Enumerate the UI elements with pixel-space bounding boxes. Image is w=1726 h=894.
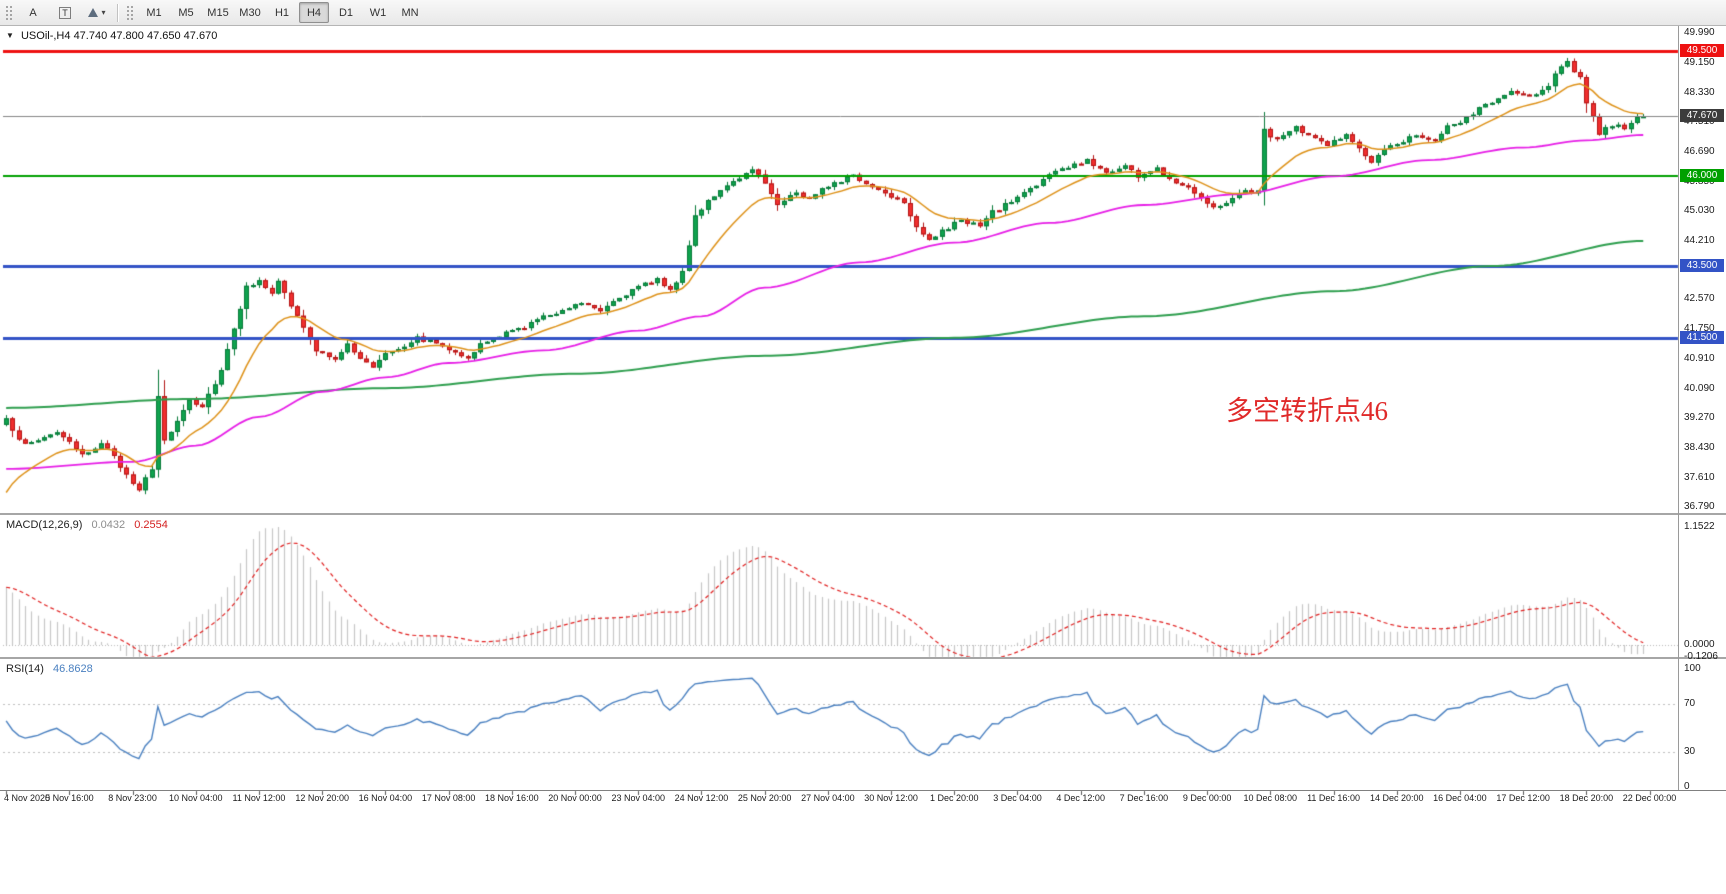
chart-symbol-timeframe: USOil-,H4 [20,30,71,42]
chart-title: ▼ USOil-,H4 47.740 47.800 47.650 47.670 [6,30,217,42]
timeframe-button-mn[interactable]: MN [401,6,419,19]
rsi-indicator-label: RSI(14) 46.8628 [6,663,93,675]
timeframe-button-m30[interactable]: M30 [239,6,261,19]
macd-label-text: MACD(12,26,9) [6,519,83,531]
time-axis-border [0,790,1726,791]
text-box-tool-button[interactable]: T [50,2,80,23]
chart-ohlc-values: 47.740 47.800 47.650 47.670 [73,30,218,42]
toolbar-separator [117,3,119,22]
macd-signal-value: 0.2554 [134,519,168,531]
panel-separator[interactable] [0,657,1726,659]
chevron-down-icon: ▾ [101,8,106,17]
macd-indicator-label: MACD(12,26,9) 0.0432 0.2554 [6,519,168,531]
timeframe-button-m5[interactable]: M5 [178,6,194,19]
timeframe-button-m1[interactable]: M1 [146,6,162,19]
toolbar: A T ▾ M1 M5 M15 M30 H1 H4 D1 W1 MN [0,0,1726,26]
toolbar-drag-handle-icon[interactable] [126,4,135,21]
chart-menu-caret-icon[interactable]: ▼ [6,31,14,40]
timeframe-button-d1[interactable]: D1 [338,6,354,19]
price-axis-border [1678,25,1679,790]
toolbar-drag-handle-icon[interactable] [5,4,14,21]
timeframe-button-w1[interactable]: W1 [369,6,387,19]
timeframe-button-m15[interactable]: M15 [207,6,229,19]
chart-annotation: 多空转折点46 [1226,396,1388,426]
rsi-label-text: RSI(14) [6,663,44,675]
timeframe-button-h1[interactable]: H1 [274,6,290,19]
text-box-icon: T [59,6,71,19]
shape-icon [88,8,99,17]
macd-main-value: 0.0432 [91,519,126,531]
shapes-tool-button[interactable]: ▾ [82,2,112,23]
text-label-tool-button[interactable]: A [29,6,37,19]
timeframe-button-group: M1 M5 M15 M30 H1 H4 D1 W1 MN [138,2,426,23]
rsi-value: 46.8628 [52,663,93,675]
timeframe-button-h4[interactable]: H4 [299,2,329,23]
panel-separator[interactable] [0,513,1726,515]
